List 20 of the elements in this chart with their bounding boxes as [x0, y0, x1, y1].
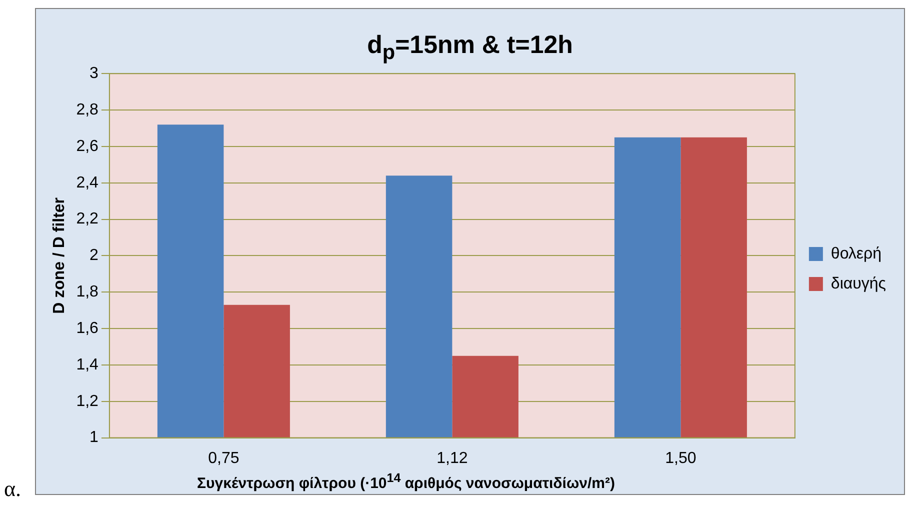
- legend-label: διαυγής: [830, 275, 886, 292]
- x-tick-label: 0,75: [208, 450, 240, 467]
- y-tick-label: 1,4: [76, 356, 99, 374]
- x-tick-label: 1,50: [665, 450, 696, 467]
- y-tick-label: 2,8: [76, 101, 99, 118]
- y-tick-label: 2,4: [76, 174, 99, 192]
- y-tick-label: 2: [90, 247, 99, 264]
- y-tick-label: 3: [90, 65, 99, 82]
- y-tick-label: 2,2: [76, 210, 99, 228]
- x-tick-label: 1,12: [436, 450, 468, 467]
- y-tick-label: 1,2: [76, 392, 99, 410]
- y-tick-label: 1: [90, 429, 99, 446]
- y-tick-label: 2,6: [76, 138, 99, 155]
- x-axis-title: Συγκέντρωση φίλτρου (·10$^{14}$ αριθμός νανοσωματιδίων/m²): [196, 471, 616, 492]
- y-axis-title: D zone / D filter: [51, 197, 68, 314]
- y-tick-label: 1,8: [76, 284, 99, 301]
- chart-title: d$_{p}$=15nm & t=12h: [366, 31, 574, 65]
- text: α.: [4, 476, 22, 502]
- y-tick-label: 1,6: [76, 320, 99, 337]
- legend-label: θολερή: [830, 245, 882, 262]
